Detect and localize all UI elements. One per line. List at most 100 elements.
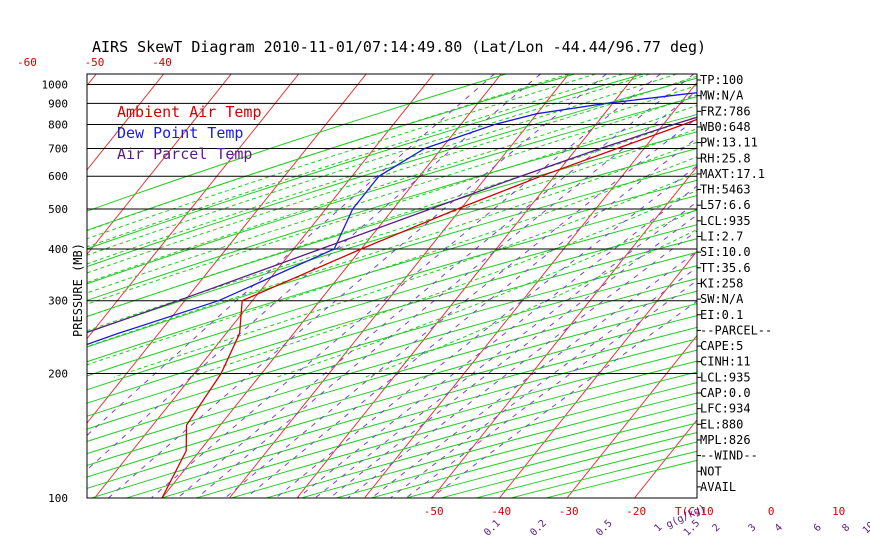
mixing-ratio-label: 0.2 (528, 518, 549, 539)
mixing-ratio-label: 10 (861, 520, 870, 536)
mixing-ratio-line (347, 230, 697, 498)
dry-adiabat-line (87, 265, 697, 442)
isotherm-line (87, 74, 232, 256)
mixing-ratio-line (150, 74, 661, 498)
dry-adiabat-line (91, 326, 697, 498)
mixing-ratio-line (329, 214, 697, 498)
moist-adiabat-line (87, 74, 677, 265)
legend-ambient-air-temp: Ambient Air Temp (117, 103, 262, 121)
index-label: MPL:826 (700, 433, 751, 447)
index-label: CAPE:5 (700, 339, 743, 353)
pressure-tick-label: 600 (48, 170, 68, 183)
dry-adiabat-line (87, 74, 644, 250)
mixing-ratio-line (314, 201, 697, 498)
isotherm-line (87, 74, 367, 424)
dry-adiabat-line (87, 77, 697, 268)
index-label: KI:258 (700, 276, 743, 290)
moist-adiabat-line (87, 74, 569, 232)
mixing-ratio-label: 0.5 (594, 518, 615, 539)
index-label: CINH:11 (700, 355, 751, 369)
isobar-lines (87, 83, 697, 375)
legend-dew-point-temp: Dew Point Temp (117, 124, 243, 142)
dry-adiabat-line (87, 278, 697, 455)
mixing-ratio-label: 6 (812, 522, 824, 534)
dry-adiabat-line (336, 402, 697, 498)
pressure-tick-label: 300 (48, 295, 68, 308)
bottom-temp-tick-label: -30 (559, 505, 579, 518)
bottom-temp-tick-label: -50 (424, 505, 444, 518)
mixing-ratio-label: 2 (711, 522, 723, 534)
dry-adiabat-line (441, 432, 697, 498)
dry-adiabat-line (126, 338, 697, 498)
legend: Ambient Air Temp Dew Point Temp Air Parcel… (117, 103, 262, 163)
bottom-temp-tick-label: 0 (768, 505, 775, 518)
dry-adiabat-line (87, 74, 507, 212)
ambient-air-temp-line (161, 118, 697, 498)
index-label: AVAIL (700, 480, 736, 494)
legend-air-parcel-temp: Air Parcel Temp (117, 145, 252, 163)
mixing-ratio-label: 4 (773, 522, 785, 534)
y-axis-label: PRESSURE (MB) (71, 243, 85, 337)
isotherm-line (161, 74, 502, 498)
dry-adiabat-line (266, 382, 697, 498)
dry-adiabat-line (87, 209, 697, 391)
pressure-tick-label: 400 (48, 243, 68, 256)
index-label: --PARCEL-- (700, 323, 772, 337)
dry-adiabat-line (87, 147, 697, 333)
dry-adiabat-line (87, 224, 697, 404)
index-label: PW:13.11 (700, 136, 758, 150)
isotherm-line (94, 74, 435, 498)
dry-adiabat-line (231, 371, 697, 498)
isotherm-line (770, 74, 870, 498)
mixing-ratio-line (177, 74, 695, 498)
pressure-tick-label: 100 (48, 492, 68, 505)
index-label: EI:0.1 (700, 308, 743, 322)
index-label: SW:N/A (700, 292, 744, 306)
moist-adiabat-line (87, 94, 697, 294)
index-label: NOT (700, 464, 722, 478)
top-temp-tick-label: -40 (152, 56, 172, 69)
dry-adiabat-line (371, 412, 697, 498)
isotherm-line (296, 74, 637, 498)
pressure-tick-label: 200 (48, 368, 68, 381)
mixing-ratio-line (196, 90, 697, 498)
dry-adiabat-line (161, 349, 697, 498)
mixing-ratio-line (224, 117, 697, 498)
dry-adiabat-line (87, 303, 697, 478)
top-temp-tick-label: -50 (85, 56, 105, 69)
index-label: L57:6.6 (700, 198, 751, 212)
index-label: LFC:934 (700, 402, 751, 416)
dry-adiabat-line (406, 422, 697, 498)
mixing-ratio-line (405, 279, 697, 498)
mixing-ratio-line (245, 137, 697, 498)
bottom-temp-tick-label: -20 (626, 505, 646, 518)
isotherm-line (566, 334, 697, 498)
plot-frame (86, 73, 698, 499)
dry-adiabat-line (87, 251, 697, 430)
pressure-tick-label: 800 (48, 119, 68, 132)
pressure-tick-label: 500 (48, 203, 68, 216)
isotherm-line (229, 74, 570, 498)
dry-adiabat-line (301, 392, 697, 498)
index-label: TT:35.6 (700, 261, 751, 275)
mixing-ratio-label: 3 (747, 522, 759, 534)
moist-adiabat-line (87, 74, 623, 248)
mixing-ratio-line (108, 74, 607, 498)
bottom-temp-tick-label: -10 (694, 505, 714, 518)
chart-title: AIRS SkewT Diagram 2010-11-01/07:14:49.8… (92, 38, 706, 56)
dry-adiabat-line (87, 238, 697, 417)
pressure-tick-label: 700 (48, 143, 68, 156)
top-temp-tick-label: -60 (17, 56, 37, 69)
dry-adiabat-line (87, 194, 697, 377)
index-label: MAXT:17.1 (700, 167, 765, 181)
index-label: SI:10.0 (700, 245, 751, 259)
mixing-ratio-line (87, 74, 541, 471)
dry-adiabat-line (87, 179, 697, 363)
moist-adiabat-line (87, 104, 697, 305)
mixing-ratio-label: 0.1 (482, 518, 503, 539)
index-label: MW:N/A (700, 89, 744, 103)
mixing-ratio-label: 1 (653, 522, 665, 534)
mixing-ratio-line (297, 185, 697, 498)
isotherm-line (87, 74, 165, 171)
